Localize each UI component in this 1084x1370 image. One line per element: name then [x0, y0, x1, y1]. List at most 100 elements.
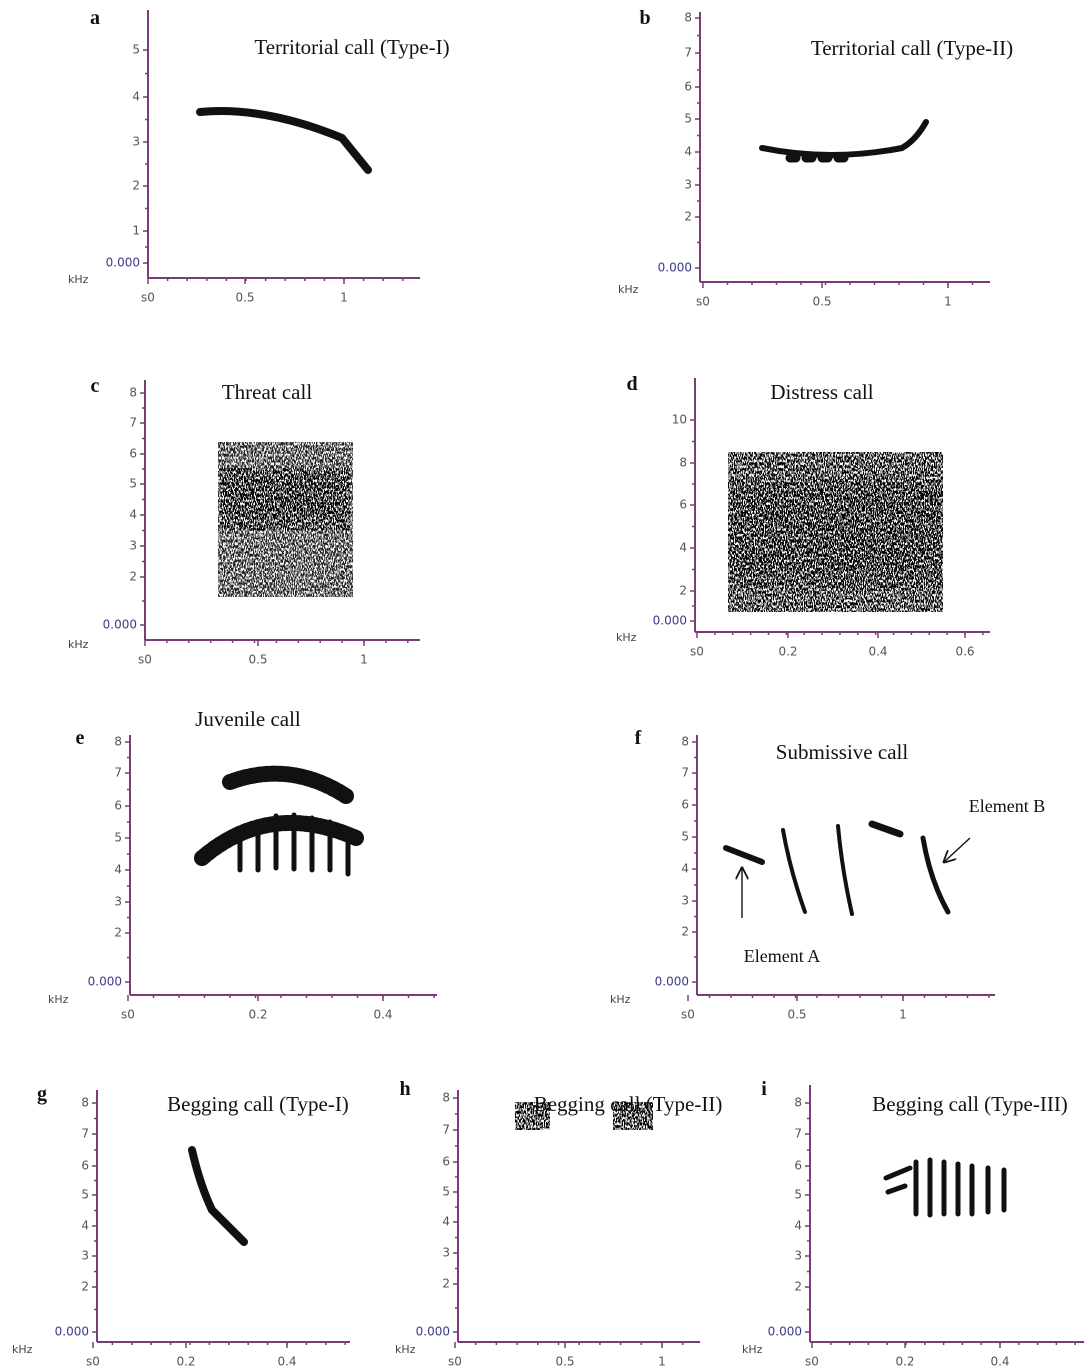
y-tick-label: 8 — [794, 1096, 802, 1110]
panel-title: Threat call — [222, 380, 313, 404]
x-tick-label: 1 — [658, 1355, 666, 1369]
x-tick-label: s0 — [805, 1355, 819, 1369]
x-tick-label: 0.4 — [868, 645, 887, 659]
annotation: Element A — [744, 946, 820, 966]
x-tick-label: s0 — [681, 1008, 695, 1022]
x-tick-label: 0.2 — [895, 1355, 914, 1369]
y-tick-label: 0.000 — [55, 1325, 89, 1339]
spectrogram-h — [515, 1102, 653, 1130]
y-unit: kHz — [610, 993, 631, 1006]
y-tick-label: 0.000 — [88, 975, 122, 989]
y-tick-label: 0.000 — [655, 975, 689, 989]
y-tick-label: 0.000 — [106, 256, 140, 270]
y-tick-label: 6 — [679, 498, 687, 512]
spectrogram-c — [218, 442, 353, 597]
panel-letter: a — [90, 7, 100, 29]
x-tick-label: s0 — [448, 1355, 462, 1369]
y-tick-label: 4 — [442, 1215, 450, 1229]
y-tick-label: 2 — [794, 1280, 802, 1294]
y-tick-label: 3 — [681, 894, 689, 908]
y-tick-label: 6 — [129, 447, 137, 461]
panel-title: Juvenile call — [195, 707, 301, 731]
y-tick-label: 2 — [681, 925, 689, 939]
y-unit: kHz — [395, 1343, 416, 1356]
y-unit: kHz — [618, 283, 639, 296]
y-tick-label: 2 — [684, 210, 692, 224]
x-tick-label: s0 — [138, 653, 152, 667]
panel-title: Begging call (Type-I) — [167, 1092, 349, 1116]
y-tick-label: 4 — [679, 541, 687, 555]
x-tick-label: s0 — [141, 291, 155, 305]
y-tick-label: 8 — [684, 11, 692, 25]
panel-letter: i — [761, 1078, 767, 1100]
y-tick-label: 7 — [114, 766, 122, 780]
x-tick-label: 0.2 — [176, 1355, 195, 1369]
x-tick-label: 0.4 — [990, 1355, 1009, 1369]
y-tick-label: 3 — [81, 1249, 89, 1263]
x-tick-label: 0.5 — [812, 295, 831, 309]
y-unit: kHz — [12, 1343, 33, 1356]
x-tick-label: s0 — [690, 645, 704, 659]
x-tick-label: 0.5 — [235, 291, 254, 305]
y-tick-label: 5 — [681, 830, 689, 844]
panel-title: Submissive call — [776, 740, 909, 764]
y-tick-label: 8 — [129, 386, 137, 400]
x-tick-label: s0 — [121, 1008, 135, 1022]
y-tick-label: 2 — [114, 926, 122, 940]
x-tick-label: 1 — [899, 1008, 907, 1022]
spectrogram-e — [194, 765, 364, 877]
y-tick-label: 2 — [81, 1280, 89, 1294]
panel-letter: b — [639, 7, 650, 29]
y-tick-label: 3 — [794, 1249, 802, 1263]
y-unit: kHz — [68, 638, 89, 651]
spectrogram-f — [723, 820, 971, 918]
y-tick-label: 0.000 — [653, 614, 687, 628]
y-tick-label: 8 — [81, 1096, 89, 1110]
x-tick-label: 1 — [340, 291, 348, 305]
spectrogram-i — [883, 1157, 1007, 1218]
x-tick-label: 1 — [360, 653, 368, 667]
y-tick-label: 0.000 — [416, 1325, 450, 1339]
y-tick-label: 6 — [442, 1155, 450, 1169]
y-tick-label: 2 — [132, 179, 140, 193]
y-tick-label: 10 — [672, 413, 687, 427]
y-tick-label: 4 — [794, 1219, 802, 1233]
panel-letter: c — [91, 375, 100, 397]
y-tick-label: 4 — [684, 145, 692, 159]
y-tick-label: 1 — [132, 224, 140, 238]
y-tick-label: 0.000 — [658, 261, 692, 275]
y-tick-label: 5 — [684, 112, 692, 126]
panel-letter: f — [635, 727, 642, 749]
panel-letter: g — [37, 1083, 47, 1105]
y-tick-label: 7 — [129, 416, 137, 430]
y-tick-label: 5 — [81, 1188, 89, 1202]
x-tick-label: 0.5 — [248, 653, 267, 667]
y-tick-label: 4 — [114, 863, 122, 877]
x-tick-label: 1 — [944, 295, 952, 309]
x-tick-label: 0.5 — [787, 1008, 806, 1022]
y-tick-label: 5 — [442, 1185, 450, 1199]
x-tick-label: 0.2 — [778, 645, 797, 659]
y-tick-label: 6 — [681, 798, 689, 812]
y-tick-label: 8 — [114, 735, 122, 749]
y-tick-label: 7 — [794, 1127, 802, 1141]
y-tick-label: 7 — [681, 766, 689, 780]
y-tick-label: 7 — [442, 1123, 450, 1137]
y-tick-label: 3 — [684, 178, 692, 192]
y-tick-label: 5 — [794, 1188, 802, 1202]
panel-letter: h — [399, 1078, 410, 1100]
y-tick-label: 6 — [684, 80, 692, 94]
y-unit: kHz — [48, 993, 69, 1006]
y-tick-label: 5 — [114, 831, 122, 845]
spectrogram-g — [188, 1146, 248, 1246]
y-tick-label: 2 — [679, 584, 687, 598]
y-tick-label: 8 — [442, 1091, 450, 1105]
x-tick-label: 0.4 — [373, 1008, 392, 1022]
x-tick-label: 0.6 — [955, 645, 974, 659]
annotation: Element B — [969, 796, 1045, 816]
spectrogram-a — [196, 107, 372, 174]
y-tick-label: 3 — [442, 1246, 450, 1260]
y-tick-label: 3 — [132, 135, 140, 149]
panel-title: Territorial call (Type-II) — [811, 36, 1013, 60]
